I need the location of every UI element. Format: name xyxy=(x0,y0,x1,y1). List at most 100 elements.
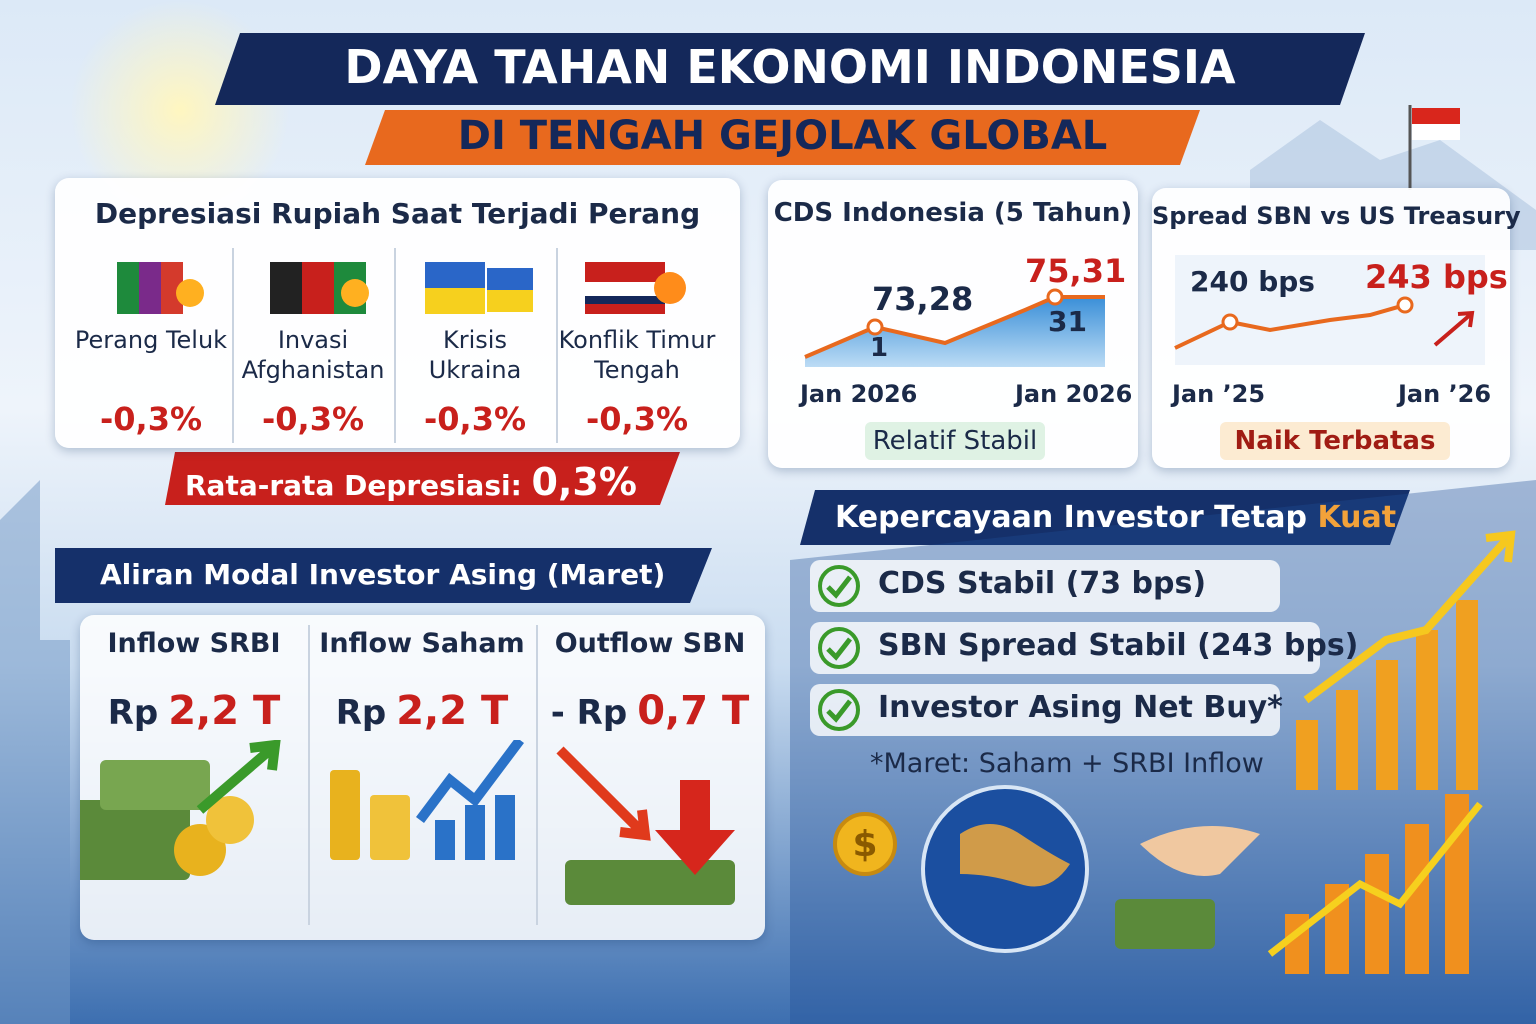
capital-label: Outflow SBN xyxy=(554,628,746,659)
spread-end-value: 243 bps xyxy=(1365,258,1508,296)
cds-x-label: Jan 2026 xyxy=(1015,380,1133,408)
flag-icons xyxy=(117,262,686,314)
event-value: -0,3% xyxy=(423,400,527,438)
flag-afghanistan xyxy=(270,262,369,314)
title: DAYA TAHAN EKONOMI INDONESIA xyxy=(344,40,1236,94)
spread-x-label: Jan ’26 xyxy=(1398,380,1492,408)
capital-amount: 0,7 T xyxy=(637,688,750,734)
spread-start-value: 240 bps xyxy=(1190,265,1315,298)
capital-amount: - Rp 0,7 T xyxy=(536,688,764,734)
capital-title: Aliran Modal Investor Asing (Maret) xyxy=(100,558,666,591)
spread-plot-bg xyxy=(1175,255,1485,365)
money-bundle xyxy=(565,860,735,905)
column-divider xyxy=(232,248,234,443)
investor-title: Kepercayaan Investor Tetap Kuat xyxy=(835,500,1396,535)
capital-label: Inflow Saham xyxy=(319,628,525,659)
capital-prefix: Rp xyxy=(335,693,387,733)
investor-title-text: Kepercayaan Investor Tetap xyxy=(835,500,1307,535)
spread-end-dot xyxy=(1396,296,1414,314)
red-down-arrow xyxy=(556,746,651,841)
event-name: Invasi Afghanistan xyxy=(241,326,385,384)
globe-land xyxy=(960,824,1070,887)
flag-ukraine xyxy=(425,262,533,314)
average-label: Rata-rata Depresiasi: 0,3% xyxy=(185,460,637,504)
cds-start-dot xyxy=(866,318,884,336)
investor-footnote: *Maret: Saham + SRBI Inflow xyxy=(870,748,1264,779)
capital-label: Inflow SRBI xyxy=(107,628,281,659)
cds-marker-label: 1 xyxy=(870,333,889,363)
capital-prefix: - Rp xyxy=(550,693,628,733)
top-bar-group xyxy=(1296,600,1478,790)
top-arrow xyxy=(1303,530,1516,704)
capital-banner xyxy=(55,548,712,603)
growth-arrow xyxy=(1267,801,1483,957)
event-value: -0,3% xyxy=(99,400,203,438)
coin-stacks xyxy=(330,770,410,860)
check-mark xyxy=(826,699,852,723)
spread-up-arrow xyxy=(1433,310,1475,347)
cds-sparkline xyxy=(804,288,1105,367)
check-row xyxy=(810,560,1280,612)
event-name: Krisis Ukraina xyxy=(428,326,522,384)
city-silhouette xyxy=(0,480,70,1024)
check-text: SBN Spread Stabil (243 bps) xyxy=(878,628,1359,663)
spread-note: Naik Terbatas xyxy=(1220,422,1450,460)
column-divider xyxy=(394,248,396,443)
spread-x-label: Jan ’25 xyxy=(1172,380,1266,408)
average-label-text: Rata-rata Depresiasi: xyxy=(185,469,522,502)
subtitle: DI TENGAH GEJOLAK GLOBAL xyxy=(457,113,1108,159)
event-name: Konflik Timur Tengah xyxy=(558,326,716,384)
blue-bars xyxy=(435,795,515,860)
event-value: -0,3% xyxy=(261,400,365,438)
average-value: 0,3% xyxy=(531,460,637,504)
check-row xyxy=(810,622,1320,674)
column-divider xyxy=(536,625,538,925)
title-banner xyxy=(215,33,1365,105)
capital-illustrations xyxy=(80,740,735,905)
coin-symbol: $ xyxy=(852,824,878,865)
check-icon xyxy=(818,565,860,607)
capital-amount: 2,2 T xyxy=(168,688,281,734)
column-divider xyxy=(308,625,310,925)
check-icon xyxy=(818,627,860,669)
money-stacks xyxy=(80,760,254,880)
spread-sparkline xyxy=(1174,255,1485,365)
capital-prefix: Rp xyxy=(107,693,159,733)
check-text: CDS Stabil (73 bps) xyxy=(878,566,1207,601)
capital-amount: Rp 2,2 T xyxy=(80,688,308,734)
event-value: -0,3% xyxy=(585,400,689,438)
flag-gulf xyxy=(117,262,204,314)
handshake xyxy=(1140,826,1260,876)
flag-red xyxy=(1412,108,1460,124)
column-divider xyxy=(556,248,558,443)
check-icon xyxy=(818,689,860,731)
cds-marker-label: 31 xyxy=(1048,305,1087,338)
top-bars xyxy=(1296,530,1516,790)
subtitle-banner xyxy=(365,110,1200,165)
spread-title: Spread SBN vs US Treasury xyxy=(1152,202,1521,230)
check-mark xyxy=(826,575,852,599)
investor-banner xyxy=(800,490,1410,545)
coin xyxy=(833,812,897,876)
spread-line xyxy=(1174,303,1406,350)
money-bundle xyxy=(1115,899,1215,949)
investor-title-highlight: Kuat xyxy=(1317,500,1397,535)
cds-x-label: Jan 2026 xyxy=(800,380,918,408)
spread-start-dot xyxy=(1221,313,1239,331)
cds-title: CDS Indonesia (5 Tahun) xyxy=(773,198,1133,228)
capital-amount: Rp 2,2 T xyxy=(308,688,536,734)
event-name: Perang Teluk xyxy=(74,326,228,354)
cds-end-dot xyxy=(1046,288,1064,306)
average-ribbon xyxy=(165,452,680,505)
cds-area xyxy=(805,297,1105,367)
flag-middle-east xyxy=(585,262,686,314)
green-up-arrow xyxy=(196,740,281,814)
blue-trend xyxy=(416,740,524,823)
check-text: Investor Asing Net Buy* xyxy=(878,690,1283,725)
check-mark xyxy=(826,637,852,661)
cds-start-value: 73,28 xyxy=(872,280,974,318)
capital-amount: 2,2 T xyxy=(396,688,509,734)
investor-illustrations xyxy=(833,785,1483,974)
cds-end-value: 75,31 xyxy=(1025,252,1127,290)
